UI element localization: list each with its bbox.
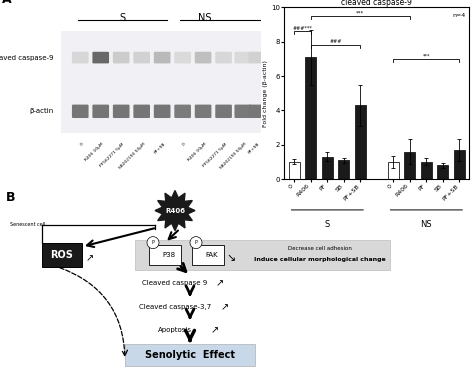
- FancyBboxPatch shape: [235, 52, 251, 63]
- FancyBboxPatch shape: [235, 104, 251, 118]
- Polygon shape: [155, 191, 195, 231]
- Text: ###***: ###***: [292, 26, 312, 31]
- Text: NS: NS: [198, 13, 211, 23]
- Text: ***: ***: [423, 53, 430, 58]
- Bar: [338, 160, 349, 179]
- Text: PF+SB: PF+SB: [248, 142, 261, 155]
- FancyBboxPatch shape: [72, 52, 89, 63]
- FancyBboxPatch shape: [72, 104, 89, 118]
- FancyBboxPatch shape: [215, 104, 232, 118]
- Bar: [454, 150, 465, 179]
- Text: Cleaved caspase-3,7: Cleaved caspase-3,7: [139, 304, 211, 310]
- FancyBboxPatch shape: [195, 104, 211, 118]
- Text: ↘: ↘: [226, 253, 236, 263]
- FancyBboxPatch shape: [125, 344, 255, 366]
- Text: R406 10μM: R406 10μM: [187, 142, 207, 162]
- Text: P: P: [152, 240, 155, 245]
- FancyBboxPatch shape: [113, 104, 129, 118]
- Text: Senolytic  Effect: Senolytic Effect: [145, 350, 235, 360]
- FancyBboxPatch shape: [42, 243, 82, 267]
- Text: NS: NS: [420, 220, 432, 229]
- FancyBboxPatch shape: [61, 31, 263, 133]
- FancyBboxPatch shape: [135, 239, 390, 270]
- Text: Cleaved caspase-9: Cleaved caspase-9: [0, 54, 54, 60]
- Text: P38: P38: [163, 252, 175, 258]
- FancyBboxPatch shape: [154, 52, 171, 63]
- Title: cleaved caspase-9: cleaved caspase-9: [341, 0, 412, 7]
- Text: 0: 0: [80, 142, 84, 147]
- Text: Induce cellular morphological change: Induce cellular morphological change: [254, 257, 386, 262]
- Text: β-actin: β-actin: [29, 108, 54, 114]
- Text: Cleaved caspase 9: Cleaved caspase 9: [142, 280, 208, 286]
- Text: S: S: [119, 13, 126, 23]
- Text: ***: ***: [356, 10, 365, 15]
- Y-axis label: Fold change (β-actin): Fold change (β-actin): [264, 60, 268, 127]
- FancyBboxPatch shape: [174, 104, 191, 118]
- Text: B: B: [6, 191, 16, 204]
- Bar: [355, 105, 365, 179]
- Text: R406: R406: [165, 207, 185, 214]
- Text: 0: 0: [182, 142, 187, 147]
- Text: PF+SB: PF+SB: [153, 142, 166, 155]
- Text: ↗: ↗: [86, 254, 94, 264]
- FancyBboxPatch shape: [192, 245, 224, 265]
- FancyBboxPatch shape: [248, 104, 265, 118]
- FancyBboxPatch shape: [248, 52, 265, 63]
- FancyBboxPatch shape: [149, 245, 181, 265]
- Text: Senescent cell: Senescent cell: [10, 222, 46, 227]
- Text: Apoptosis: Apoptosis: [158, 327, 192, 333]
- Text: ↗: ↗: [221, 302, 229, 312]
- Text: PF562271 5μM: PF562271 5μM: [202, 142, 228, 167]
- Bar: [388, 162, 399, 179]
- FancyBboxPatch shape: [113, 52, 129, 63]
- Text: ###: ###: [329, 39, 342, 44]
- Bar: [404, 151, 415, 179]
- Text: A: A: [2, 0, 12, 6]
- Circle shape: [147, 236, 159, 249]
- FancyBboxPatch shape: [92, 104, 109, 118]
- FancyBboxPatch shape: [215, 52, 232, 63]
- Text: ROS: ROS: [51, 250, 73, 260]
- Bar: [305, 57, 316, 179]
- Text: R406 10μM: R406 10μM: [84, 142, 105, 162]
- FancyBboxPatch shape: [133, 104, 150, 118]
- Bar: [438, 165, 448, 179]
- FancyBboxPatch shape: [154, 104, 171, 118]
- FancyBboxPatch shape: [174, 52, 191, 63]
- Bar: [289, 162, 300, 179]
- Text: SB202190 50μM: SB202190 50μM: [118, 142, 146, 170]
- FancyBboxPatch shape: [133, 52, 150, 63]
- Text: SB202190 50μM: SB202190 50μM: [219, 142, 247, 170]
- Text: n=4: n=4: [452, 13, 465, 18]
- Text: FAK: FAK: [206, 252, 219, 258]
- Text: ↗: ↗: [211, 325, 219, 335]
- FancyBboxPatch shape: [92, 52, 109, 63]
- FancyBboxPatch shape: [195, 52, 211, 63]
- Bar: [421, 162, 432, 179]
- Text: S: S: [325, 220, 330, 229]
- Text: Decrease cell adhesion: Decrease cell adhesion: [288, 246, 352, 251]
- Text: P: P: [194, 240, 198, 245]
- Text: PF562271 5μM: PF562271 5μM: [100, 142, 125, 167]
- Text: ↗: ↗: [216, 278, 224, 288]
- Circle shape: [190, 236, 202, 249]
- FancyArrowPatch shape: [60, 268, 128, 356]
- Bar: [322, 157, 333, 179]
